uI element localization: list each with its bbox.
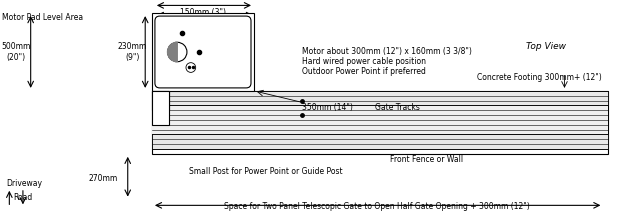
Bar xyxy=(152,91,608,105)
Text: Hard wired power cable position: Hard wired power cable position xyxy=(303,57,426,66)
Bar xyxy=(153,144,607,149)
Text: Motor Pad Level Area: Motor Pad Level Area xyxy=(1,13,83,22)
Text: Top View: Top View xyxy=(526,42,566,51)
Bar xyxy=(152,91,608,154)
Bar xyxy=(153,105,607,110)
Circle shape xyxy=(168,42,187,62)
Text: Gate Tracks: Gate Tracks xyxy=(376,103,420,112)
Bar xyxy=(152,13,254,91)
Text: 350mm (14"): 350mm (14") xyxy=(303,103,354,112)
Bar xyxy=(153,96,607,101)
Bar xyxy=(152,91,170,110)
Text: Outdoor Power Point if preferred: Outdoor Power Point if preferred xyxy=(303,67,426,75)
Bar xyxy=(152,105,608,134)
Text: 230mm
(9"): 230mm (9") xyxy=(118,42,147,62)
Text: 150mm (3"): 150mm (3") xyxy=(180,8,227,17)
Text: 500mm
(20"): 500mm (20") xyxy=(1,42,31,62)
Text: Concrete Footing 300mm+ (12"): Concrete Footing 300mm+ (12") xyxy=(477,73,602,82)
Text: 400mm (16"): 400mm (16") xyxy=(178,18,229,27)
Bar xyxy=(152,91,170,125)
FancyBboxPatch shape xyxy=(155,16,251,88)
Bar xyxy=(153,134,607,139)
Text: Small Post for Power Point or Guide Post: Small Post for Power Point or Guide Post xyxy=(189,167,342,176)
Bar xyxy=(153,125,607,130)
Text: Front Fence or Wall: Front Fence or Wall xyxy=(390,155,463,164)
Bar xyxy=(153,115,607,120)
Text: Road: Road xyxy=(13,193,33,202)
Bar xyxy=(152,134,608,149)
Circle shape xyxy=(186,63,196,72)
Text: 270mm: 270mm xyxy=(89,174,118,183)
Text: Space for Two Panel Telescopic Gate to Open Half Gate Opening + 300mm (12"): Space for Two Panel Telescopic Gate to O… xyxy=(224,202,530,211)
Text: Motor about 300mm (12") x 160mm (3 3/8"): Motor about 300mm (12") x 160mm (3 3/8") xyxy=(303,47,472,56)
Wedge shape xyxy=(168,42,177,62)
Text: Driveway: Driveway xyxy=(6,178,43,187)
